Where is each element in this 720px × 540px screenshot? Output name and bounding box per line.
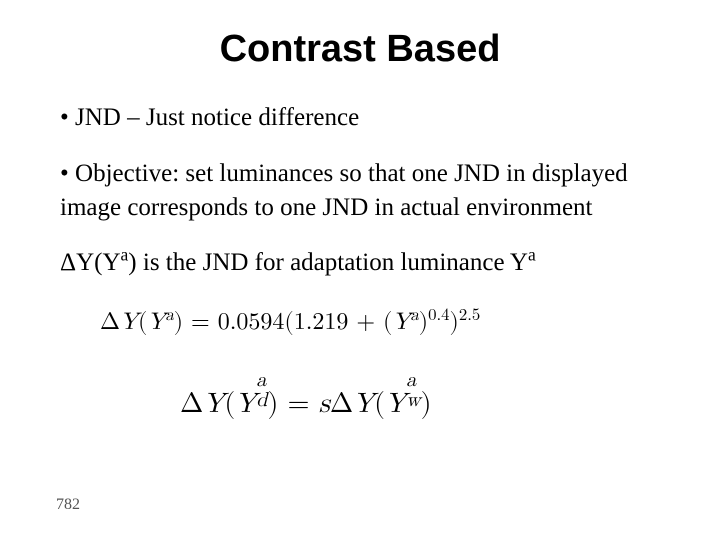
slide-title: Contrast Based	[60, 28, 660, 71]
eq1-close1: )	[419, 310, 428, 334]
eq1-sup: a	[165, 307, 173, 324]
bullet-1: • JND – Just notice difference	[60, 101, 660, 135]
eq2-rhs-supsub: a w	[406, 381, 421, 413]
eq2-close: )	[267, 390, 278, 418]
eq2-Yarg: Y	[235, 390, 256, 418]
bullet-mark-icon: •	[60, 160, 75, 187]
eq2-rhs-sup: a	[406, 372, 421, 388]
eq1-pow1: 0.4	[428, 307, 449, 324]
eq2-Y: Y	[203, 390, 224, 418]
eq1-argsup: a	[410, 307, 418, 324]
eq2-rhs-sub: w	[406, 392, 421, 408]
slide: Contrast Based • JND – Just notice diffe…	[0, 0, 720, 540]
equation-1: ΔY(Ya) = 0.0594(1.219 + (Ya)0.4)2.5	[100, 308, 660, 337]
bullet-2: • Objective: set luminances so that one …	[60, 157, 660, 225]
eq1-pow2: 2.5	[459, 307, 480, 324]
eq2-lhs-sup: a	[256, 372, 267, 388]
formula-intro-prefix: ΔY(Y	[60, 249, 121, 276]
eq2-lhs-supsub: a d	[256, 381, 267, 413]
eq1-close2: )	[450, 310, 459, 334]
formula-intro-mid: ) is the JND for adaptation luminance Y	[128, 249, 528, 276]
eq2-rclose: )	[421, 390, 432, 418]
eq1-Yarg: Y	[147, 310, 165, 334]
eq2-lhs-sub: d	[256, 392, 267, 408]
eq1-close: )	[174, 310, 183, 334]
formula-intro-sup2: a	[528, 245, 536, 265]
eq2-delta: Δ	[180, 390, 203, 418]
eq1-Y: Y	[120, 310, 138, 334]
equation-2: ΔY(Y a d ) = sΔY(Y a w )	[180, 381, 660, 421]
eq2-open: (	[224, 390, 235, 418]
eq2-rdelta: Δ	[330, 390, 353, 418]
eq2-rYarg: Y	[385, 390, 406, 418]
eq1-delta: Δ	[100, 310, 120, 334]
eq1-eq: =	[183, 310, 218, 334]
eq2-ropen: (	[374, 390, 385, 418]
bullet-1-text: JND – Just notice difference	[75, 104, 359, 131]
bullet-mark-icon: •	[60, 104, 75, 131]
eq1-coef: 0.0594(1.219 + (	[218, 310, 393, 334]
eq2-eq: =	[278, 390, 318, 418]
eq1-Yarg2: Y	[392, 310, 410, 334]
page-number: 782	[56, 496, 80, 514]
bullet-2-text: Objective: set luminances so that one JN…	[60, 160, 628, 221]
eq2-rY: Y	[353, 390, 374, 418]
eq1-open: (	[138, 310, 147, 334]
eq2-s: s	[319, 390, 330, 418]
formula-intro: ΔY(Y a) is the JND for adaptation luminan…	[60, 246, 660, 280]
